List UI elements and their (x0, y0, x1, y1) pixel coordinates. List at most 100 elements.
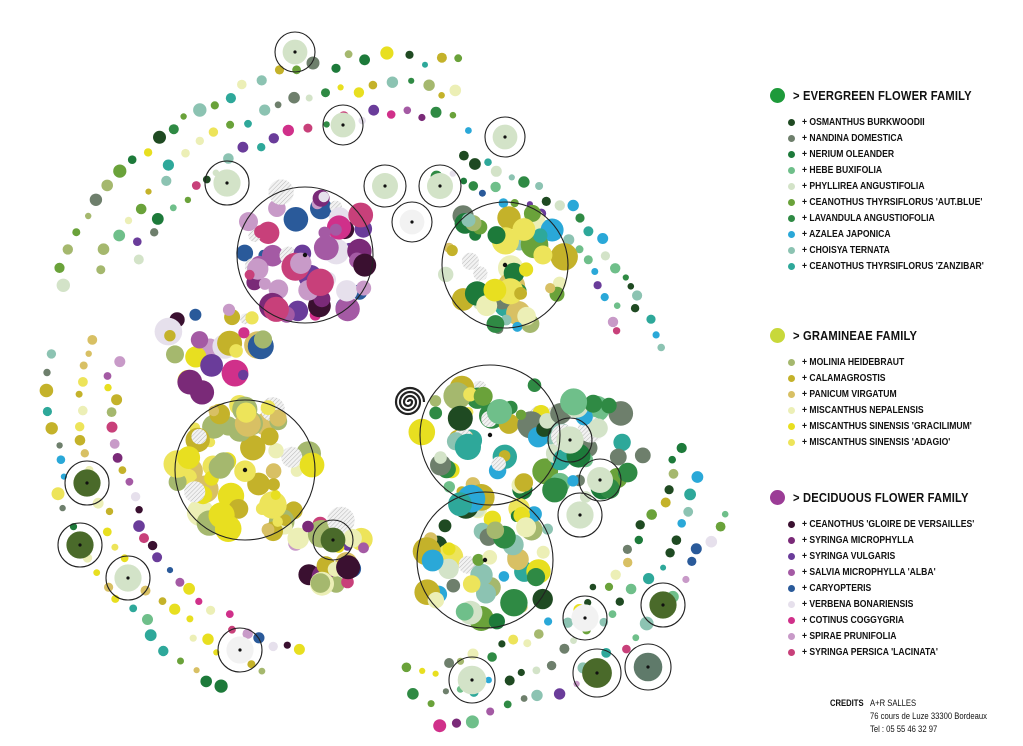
ring-center-dot (661, 603, 665, 607)
plant-dot (449, 170, 456, 177)
plant-dot (103, 372, 112, 380)
plant-dot (331, 63, 341, 73)
legend-item-label: + SYRINGA MICROPHYLLA (802, 534, 914, 546)
plant-dot (113, 229, 126, 242)
plant-dot (306, 268, 334, 296)
plant-dot (169, 204, 177, 212)
plant-dot (691, 471, 704, 483)
legend-item-label: + OSMANTHUS BURKWOODII (802, 116, 925, 128)
legend-family-gramineae: > GRAMINEAE FAMILY + MOLINIA HEIDEBRAUT +… (770, 324, 1020, 450)
ring-center-dot (578, 513, 582, 517)
plant-dot (421, 549, 444, 572)
plant-dot (485, 676, 492, 684)
plant-dot (448, 492, 472, 517)
plant-dot (293, 643, 305, 655)
plant-dot (267, 478, 280, 491)
plant-dot (419, 667, 426, 675)
plant-dot (532, 666, 541, 675)
credits-line: Tel : 05 55 46 32 97 (870, 724, 938, 734)
plant-dot (202, 633, 214, 645)
plant-dot (189, 634, 197, 642)
plant-dot (615, 597, 624, 606)
plant-dot (422, 61, 428, 68)
legend-item-swatch (788, 584, 795, 592)
plant-dot (42, 406, 53, 417)
plant-dot (247, 660, 256, 669)
plant-dot (135, 203, 147, 215)
plant-dot (144, 629, 157, 642)
credits-line: A+R SALLES (870, 698, 917, 708)
legend-item: + HEBE BUXIFOLIA (788, 162, 1020, 178)
plant-dot (660, 497, 671, 508)
plant-dot (290, 464, 303, 477)
plant-dot (517, 668, 525, 677)
plant-dot (562, 617, 573, 628)
family-items: + MOLINIA HEIDEBRAUT + CALAMAGROSTIS + PAN… (788, 354, 1020, 450)
plant-dot (443, 382, 471, 410)
plant-dot (432, 670, 439, 677)
plant-dot (80, 449, 90, 458)
plant-dot (487, 652, 497, 662)
plant-dot (72, 228, 81, 237)
plant-dot (610, 263, 621, 274)
plant-dot (486, 399, 513, 425)
plant-dot (222, 303, 236, 316)
plant-dot (175, 577, 185, 587)
plant-dot (491, 456, 506, 471)
plant-dot (600, 251, 611, 261)
plant-dot (607, 316, 619, 328)
plant-dot (142, 614, 153, 625)
plant-dot (109, 439, 120, 449)
plant-dot (486, 707, 495, 716)
plant-dot (468, 181, 479, 191)
plant-dot (676, 442, 687, 454)
plant-dot (554, 200, 565, 211)
plant-dot (560, 388, 588, 416)
plant-dot (272, 516, 283, 527)
plant-dot (438, 266, 454, 283)
plant-dot (239, 212, 258, 232)
plant-dot (54, 262, 65, 273)
plant-dot (336, 280, 358, 302)
plant-dot (106, 421, 118, 433)
plant-dot (270, 490, 281, 500)
plant-dot (193, 103, 207, 117)
plant-dot (519, 262, 534, 277)
spiral-icon (394, 386, 426, 416)
plant-dot (684, 488, 696, 501)
plant-dot (612, 327, 621, 335)
plant-dot (639, 616, 654, 631)
plant-dot (256, 75, 267, 86)
plant-dot (438, 92, 445, 99)
plant-dot (238, 369, 249, 381)
plant-dot (534, 629, 544, 639)
plant-dot (244, 269, 255, 280)
plant-dot (541, 196, 551, 206)
legend-item-label: + AZALEA JAPONICA (802, 228, 891, 240)
ring-center-dot (225, 181, 229, 185)
plant-dot (583, 226, 594, 237)
plant-dot (89, 193, 103, 206)
plant-dot (449, 111, 457, 119)
plant-dot (265, 463, 282, 479)
plant-dot (114, 356, 126, 368)
legend-family-evergreen: > EVERGREEN FLOWER FAMILY + OSMANTHUS BU… (770, 84, 1020, 274)
plant-dot (668, 468, 679, 479)
plant-dot (527, 378, 542, 393)
specimen-ring (217, 627, 263, 673)
plant-dot (490, 181, 501, 193)
legend-item-swatch (788, 552, 795, 560)
plant-dot (158, 597, 167, 605)
plant-dot (303, 123, 313, 133)
plant-dot (162, 159, 174, 171)
plant-dot (536, 545, 550, 559)
plant-dot (96, 265, 106, 275)
specimen-ring (204, 160, 250, 206)
legend-item: + MISCANTHUS NEPALENSIS (788, 402, 1020, 418)
plant-dot (487, 226, 506, 245)
plant-dot (329, 223, 342, 236)
plant-dot (715, 521, 726, 532)
plant-dot (268, 179, 294, 205)
plant-dot (514, 287, 527, 300)
plant-dot (617, 462, 638, 483)
